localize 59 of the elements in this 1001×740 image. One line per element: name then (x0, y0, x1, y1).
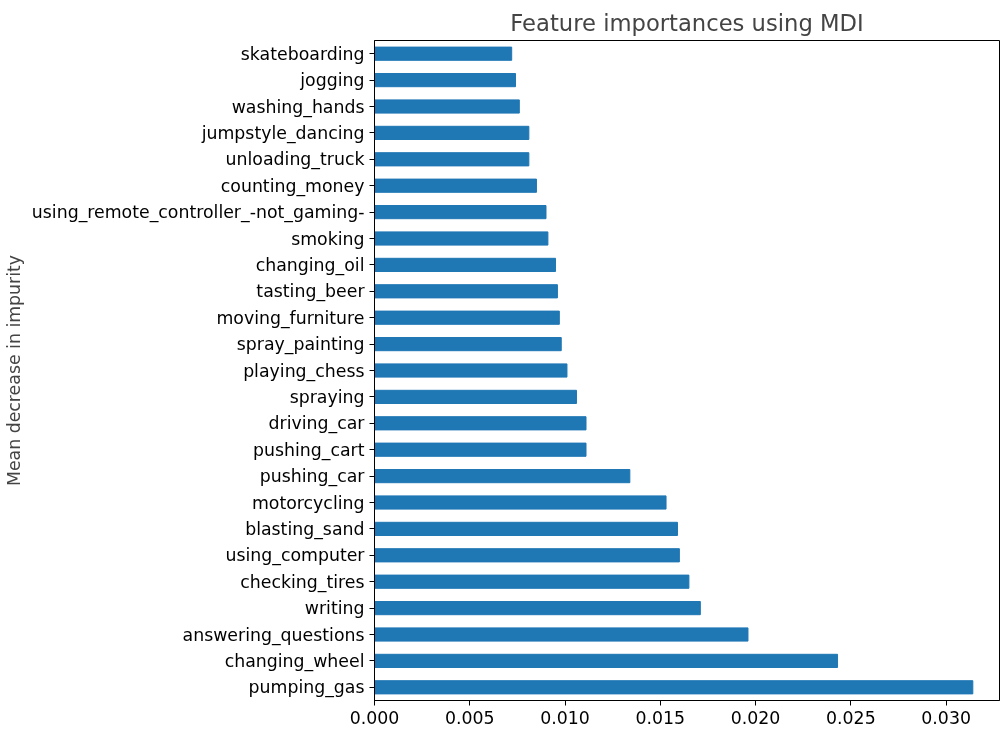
bar (374, 46, 513, 61)
y-tick-label: washing_hands (231, 96, 365, 118)
y-tick-label: checking_tires (240, 571, 365, 593)
bar (374, 152, 530, 167)
bar (374, 257, 557, 272)
bar (374, 205, 547, 220)
y-tick-label: jogging (299, 70, 365, 91)
y-tick-label: moving_furniture (216, 307, 365, 329)
x-tick-label: 0.005 (444, 707, 495, 728)
y-tick-label: blasting_sand (245, 518, 365, 540)
y-tick-label: motorcycling (251, 492, 365, 513)
y-tick-label: playing_chess (243, 360, 365, 382)
bar (374, 469, 631, 484)
y-tick-label: tasting_beer (256, 281, 366, 303)
x-tick-label: 0.010 (540, 707, 590, 728)
bar (374, 99, 520, 114)
y-tick-label: changing_oil (255, 254, 365, 276)
bar (374, 73, 517, 88)
x-tick-label: 0.015 (635, 707, 686, 728)
y-tick-label: answering_questions (182, 624, 365, 646)
bar (374, 548, 680, 563)
bar (374, 601, 701, 616)
y-tick-label: using_remote_controller_-not_gaming- (31, 202, 365, 224)
bar (374, 521, 678, 536)
y-tick-label: driving_car (268, 413, 366, 435)
x-tick-label: 0.020 (730, 707, 781, 728)
bar (374, 363, 568, 378)
y-tick-label: smoking (291, 228, 365, 249)
x-tick-label: 0.000 (349, 707, 400, 728)
y-tick-label: spraying (289, 386, 365, 407)
bar (374, 310, 560, 325)
y-tick-label: using_computer (225, 545, 366, 567)
y-axis-title: Mean decrease in impurity (3, 254, 24, 487)
bar (374, 574, 690, 589)
y-tick-label: changing_wheel (224, 650, 365, 672)
y-tick-label: pushing_car (259, 466, 366, 488)
bar (374, 337, 562, 352)
y-tick-label: spray_painting (236, 334, 365, 356)
y-tick-label: unloading_truck (225, 149, 365, 171)
y-tick-label: pumping_gas (248, 677, 365, 699)
chart-title: Feature importances using MDI (510, 9, 864, 36)
y-tick-label: jumpstyle_dancing (200, 122, 365, 144)
y-tick-label: skateboarding (240, 43, 365, 64)
bar (374, 442, 587, 457)
bar (374, 495, 667, 510)
y-tick-label: writing (304, 598, 365, 619)
bar (374, 125, 530, 140)
bar (374, 231, 549, 246)
bar (374, 653, 839, 668)
bar (374, 416, 587, 431)
y-tick-label: pushing_cart (252, 439, 365, 461)
x-tick-label: 0.025 (826, 707, 876, 728)
bar (374, 284, 558, 299)
bar (374, 627, 749, 642)
x-tick-label: 0.030 (921, 707, 971, 728)
y-tick-label: counting_money (220, 175, 365, 197)
bar (374, 389, 577, 404)
bar (374, 680, 974, 695)
bar (374, 178, 537, 193)
